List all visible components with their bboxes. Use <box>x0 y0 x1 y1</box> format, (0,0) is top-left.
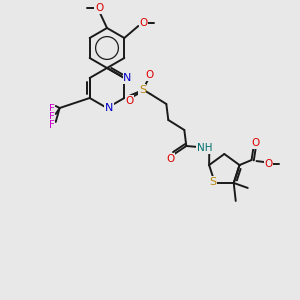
Text: O: O <box>139 18 147 28</box>
Text: O: O <box>145 70 153 80</box>
Text: O: O <box>125 96 134 106</box>
Text: O: O <box>166 154 174 164</box>
Text: F: F <box>49 112 55 122</box>
Text: O: O <box>95 3 103 13</box>
Text: F: F <box>49 104 55 114</box>
Text: N: N <box>105 103 113 113</box>
Text: NH: NH <box>196 143 212 153</box>
Text: N: N <box>123 73 131 83</box>
Text: S: S <box>209 177 217 187</box>
Text: O: O <box>264 159 273 169</box>
Text: O: O <box>251 138 260 148</box>
Text: S: S <box>139 85 146 95</box>
Text: F: F <box>49 120 55 130</box>
